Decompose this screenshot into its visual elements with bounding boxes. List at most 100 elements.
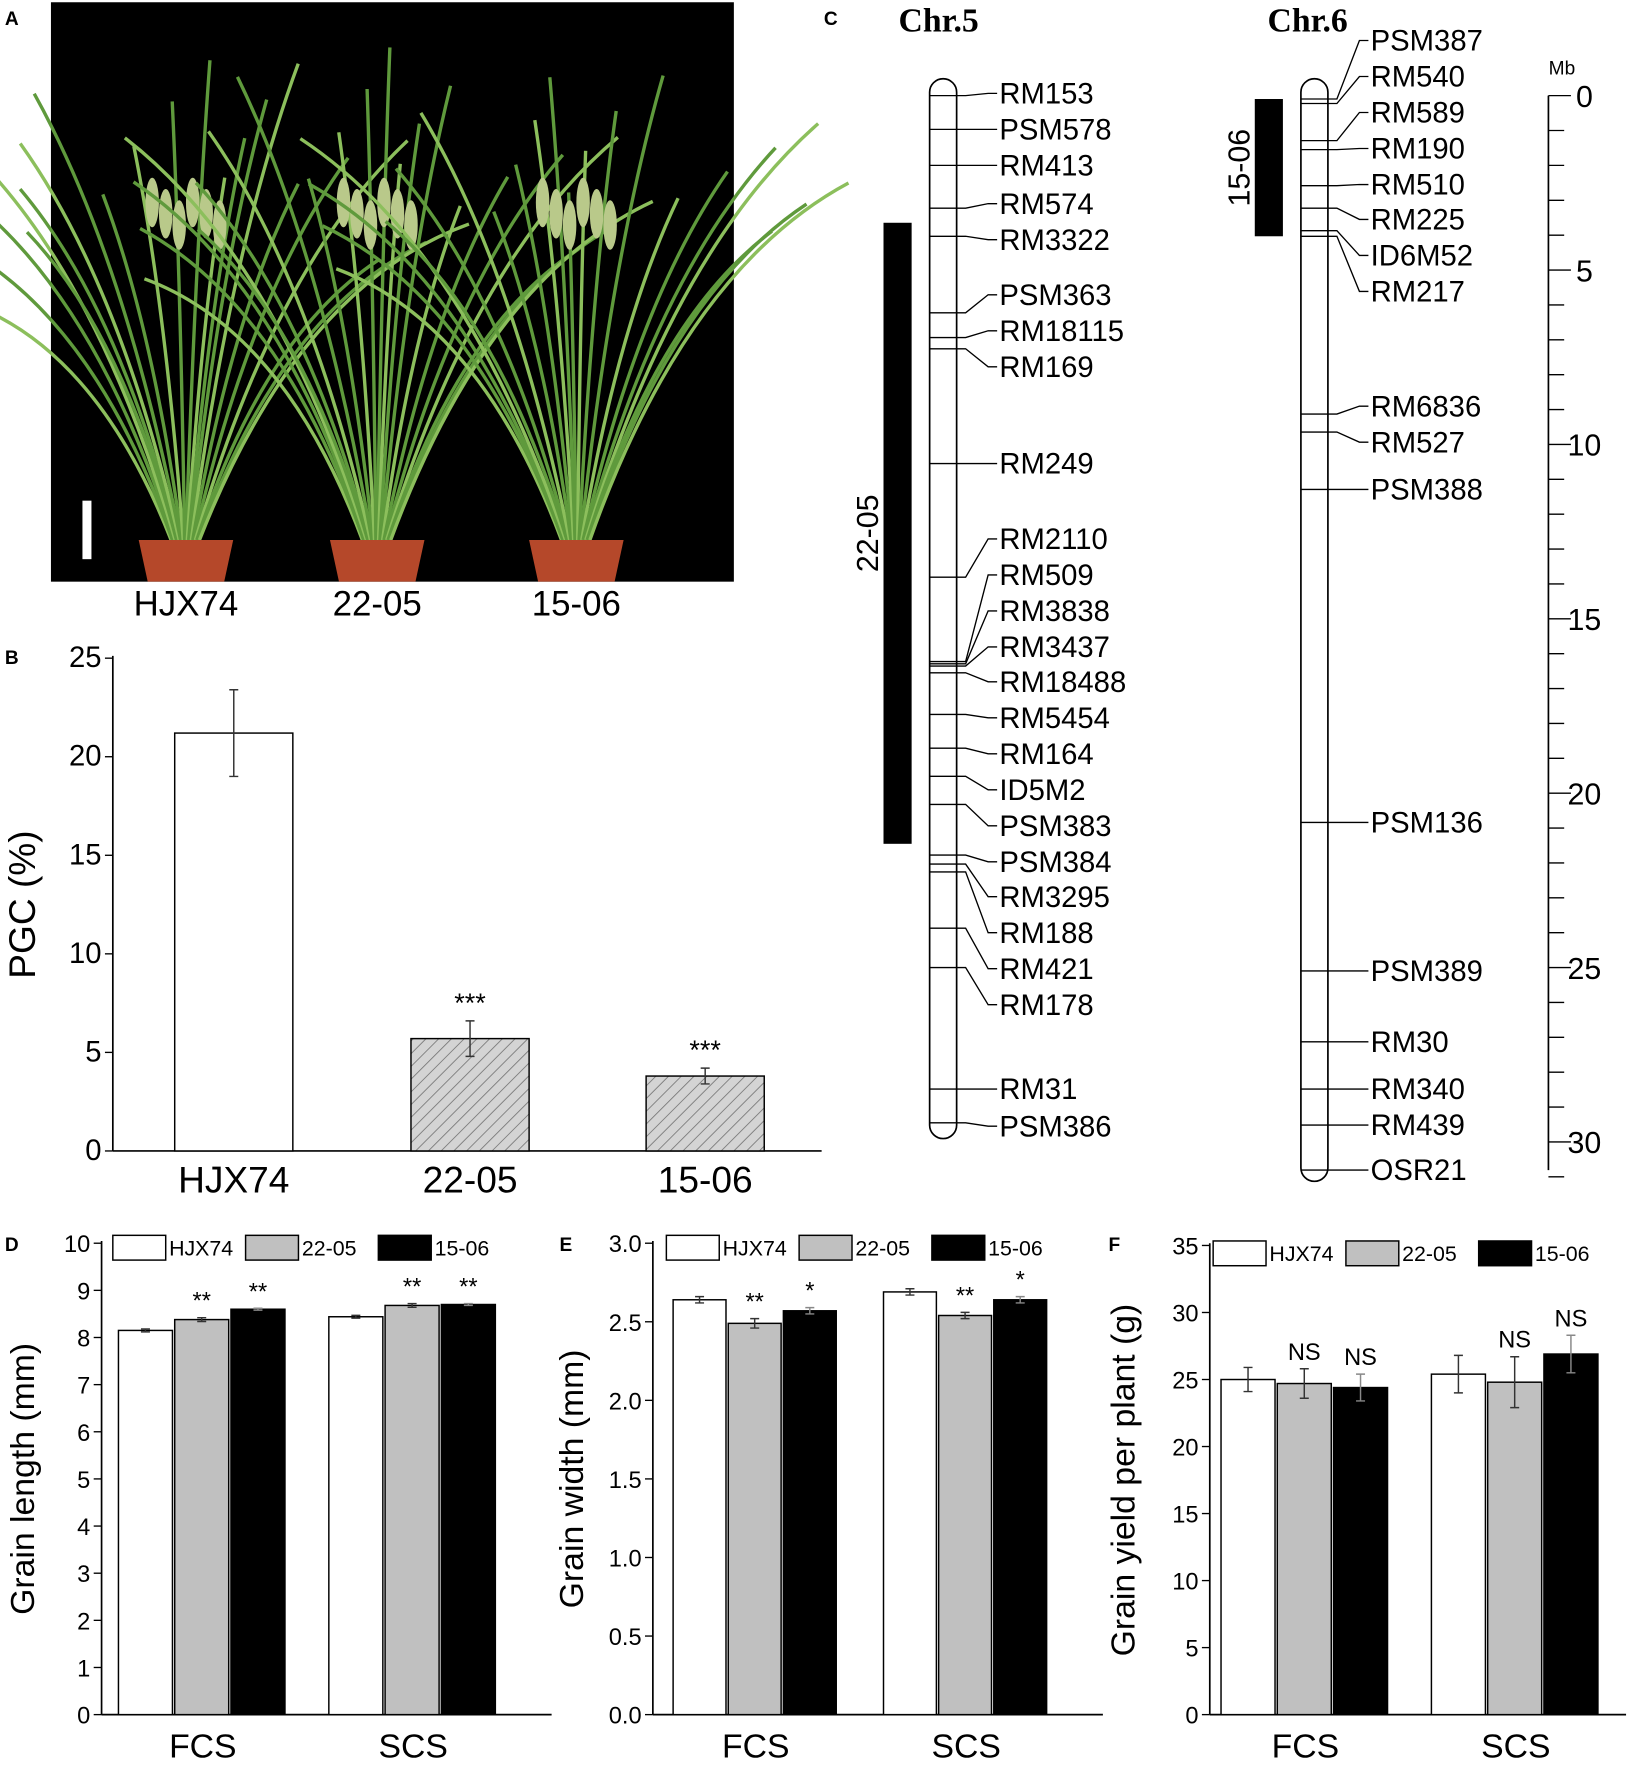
marker-label: RM540 (1371, 62, 1465, 94)
introgression-segment (883, 222, 912, 844)
error-bar (1356, 1373, 1366, 1402)
error-bar (229, 688, 239, 778)
bar-hjx74 (672, 1299, 727, 1716)
marker-label: RM178 (999, 990, 1093, 1022)
scale-tick-label: 30 (1568, 1127, 1602, 1160)
legend: HJX74 22-05 15-06 (1212, 1240, 1590, 1267)
significance-label: ** (403, 1275, 421, 1301)
leaf (577, 110, 618, 541)
leaf (337, 132, 377, 541)
leaf (143, 277, 364, 541)
legend-swatch (112, 1234, 167, 1261)
chart-f: 0 5 10 15 20 25 30 35 Grain yield per plant (g) N… (1104, 1234, 1627, 1765)
legend-label: 22-05 (855, 1237, 910, 1261)
leaf (18, 142, 181, 541)
marker-leader (956, 92, 998, 97)
y-tick-label: 1 (77, 1656, 90, 1682)
marker-label: PSM388 (1371, 475, 1483, 507)
introgression-segment (1254, 99, 1283, 237)
marker-leader (1327, 431, 1369, 443)
marker-label: RM18115 (999, 316, 1124, 348)
marker-label: RM190 (1371, 134, 1465, 166)
plant-photo: HJX74 22-05 15-06 (0, 2, 850, 623)
marker-leader (956, 966, 998, 1006)
error-bar (140, 1328, 150, 1333)
panicle (562, 200, 577, 250)
significance-label: NS (1498, 1328, 1531, 1354)
segment-label: 15-06 (1223, 129, 1256, 207)
legend: HJX74 22-05 15-06 (112, 1234, 490, 1261)
y-tick-label: 10 (1172, 1570, 1198, 1596)
chart-d: 0 1 2 3 4 5 6 7 8 9 10 Grain length (mm) ** ** FCS ** **… (4, 1232, 552, 1765)
bar-22-05 (1276, 1382, 1333, 1716)
leaf (584, 122, 820, 541)
plant: HJX74 (0, 60, 470, 623)
y-tick-label: 10 (64, 1232, 90, 1258)
error-bar (1299, 1368, 1309, 1400)
leaf (299, 137, 568, 541)
y-tick-label: 20 (1172, 1436, 1198, 1462)
error-bar (750, 1317, 760, 1329)
marker-label: RM340 (1371, 1074, 1465, 1106)
bar-15-06 (782, 1310, 837, 1716)
leaf (195, 257, 381, 541)
error-bar (1566, 1334, 1576, 1374)
marker-leader (1327, 405, 1369, 415)
marker-label: RM18488 (999, 667, 1126, 699)
bar-hjx74 (328, 1316, 384, 1716)
legend-label: 15-06 (435, 1237, 490, 1261)
panicle (199, 189, 213, 239)
marker-label: RM3322 (999, 225, 1110, 257)
error-bar (1453, 1354, 1463, 1394)
marker-leader (1327, 39, 1369, 100)
error-bar (1510, 1355, 1520, 1409)
y-tick-label: 3.0 (609, 1232, 642, 1258)
y-tick-label: 1.0 (609, 1546, 642, 1572)
scale-tick-label: 20 (1568, 778, 1602, 811)
marker-leader (1327, 147, 1369, 151)
x-tick-label: 22-05 (423, 1159, 518, 1201)
significance-label: * (805, 1279, 814, 1305)
chromosome-rod (928, 77, 958, 1140)
scale-unit: Mb (1549, 58, 1576, 79)
leaf (189, 63, 300, 541)
chromosome-map: 0 5 10 15 20 25 30 Mb Chr.5 RM153 PSM578 RM413 RM574… (852, 3, 1601, 1188)
leaf (365, 88, 378, 541)
leaf (321, 224, 565, 541)
panel-label-b: B (5, 648, 19, 669)
panicle (549, 189, 563, 239)
marker-label: OSR21 (1371, 1155, 1467, 1187)
marker-leader (956, 574, 998, 663)
x-tick-label: SCS (1481, 1727, 1550, 1765)
leaf (132, 180, 367, 541)
marker-label: RM225 (1371, 205, 1465, 237)
significance-label: NS (1344, 1345, 1377, 1371)
marker-leader (956, 803, 998, 827)
leaf (194, 181, 371, 541)
panicle (336, 177, 351, 228)
y-tick-label: 0.0 (609, 1704, 642, 1730)
leaf (492, 211, 573, 541)
bar-15-06 (1543, 1353, 1599, 1716)
leaf (578, 75, 665, 541)
y-tick-label: 25 (1172, 1369, 1198, 1395)
marker-label: RM589 (1371, 98, 1465, 130)
leaf (235, 76, 374, 541)
bar-hjx74 (117, 1329, 174, 1716)
leaf (419, 112, 572, 541)
marker-label: PSM386 (999, 1111, 1111, 1143)
leaf (101, 193, 184, 541)
leaf (533, 119, 576, 541)
marker-leader (956, 854, 998, 863)
bar-15-06 (1332, 1386, 1389, 1716)
leaf (385, 136, 619, 541)
pot (529, 540, 624, 582)
panicle (576, 177, 590, 228)
marker-label: RM3295 (999, 882, 1110, 914)
marker-leader (1327, 207, 1369, 221)
y-tick-label: 10 (69, 938, 102, 970)
panel-label-a: A (5, 9, 19, 30)
marker-label: RM574 (999, 189, 1093, 221)
legend-swatch (377, 1234, 432, 1261)
